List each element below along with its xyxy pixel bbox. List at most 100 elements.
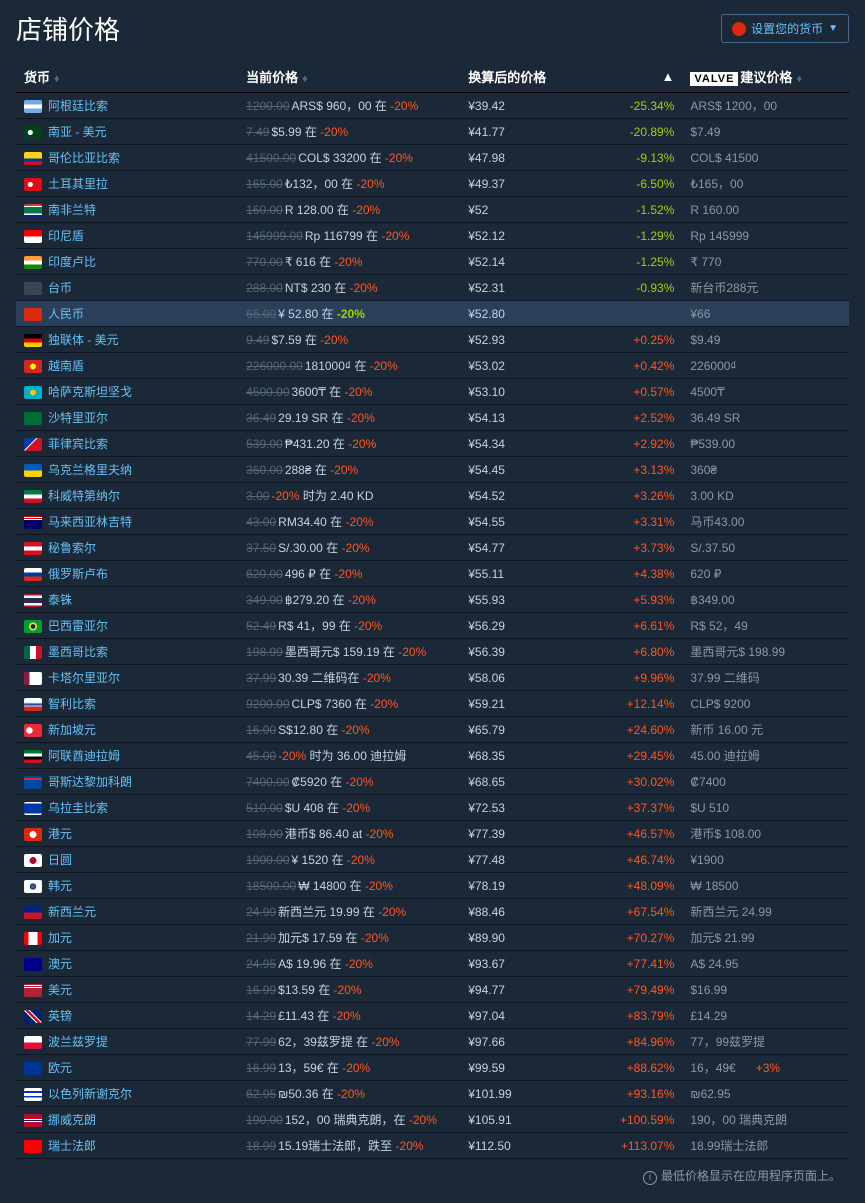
sort-asc-icon: ▲ [662,69,675,84]
flag-icon [24,776,42,789]
price-diff: +46.74% [582,847,682,873]
currency-name[interactable]: 澳元 [48,957,72,971]
current-price: 16.00S$12.80 在 -20% [238,717,460,743]
currency-name[interactable]: 加元 [48,931,72,945]
price-diff: +37.37% [582,795,682,821]
currency-name[interactable]: 俄罗斯卢布 [48,567,108,581]
suggested-price: Rp 145999 [682,223,849,249]
flag-icon [24,152,42,165]
price-diff: -20.89% [582,119,682,145]
price-diff: +88.62% [582,1055,682,1081]
currency-name[interactable]: 以色列新谢克尔 [48,1087,132,1101]
price-diff: +79.49% [582,977,682,1003]
suggested-price: 3.00 KD [682,483,849,509]
currency-name[interactable]: 韩元 [48,879,72,893]
currency-name[interactable]: 马来西亚林吉特 [48,515,132,529]
currency-name[interactable]: 南非兰特 [48,203,96,217]
converted-price: ¥105.91 [460,1107,582,1133]
currency-name[interactable]: 独联体 - 美元 [48,333,119,347]
currency-name[interactable]: 印尼盾 [48,229,84,243]
currency-name[interactable]: 台币 [48,281,72,295]
converted-price: ¥56.29 [460,613,582,639]
converted-price: ¥65.79 [460,717,582,743]
currency-name[interactable]: 欧元 [48,1061,72,1075]
col-converted[interactable]: 换算后的价格 [460,61,582,93]
col-suggested[interactable]: VALVE建议价格♦ [682,61,849,93]
table-row: 挪威克朗190.00152，00 瑞典克朗，在 -20%¥105.91+100.… [16,1107,849,1133]
flag-icon [24,126,42,139]
suggested-price: 226000₫ [682,353,849,379]
footer-note: i最低价格显示在应用程序页面上。 [16,1159,849,1193]
table-row: 秘鲁索尔37.50S/.30.00 在 -20%¥54.77+3.73%S/.3… [16,535,849,561]
currency-name[interactable]: 挪威克朗 [48,1113,96,1127]
currency-name[interactable]: 越南盾 [48,359,84,373]
set-currency-button[interactable]: 设置您的货币 ▼ [721,14,849,43]
current-price: 7.49$5.99 在 -20% [238,119,460,145]
currency-name[interactable]: 哈萨克斯坦坚戈 [48,385,132,399]
suggested-price: ฿349.00 [682,587,849,613]
suggested-price: S/.37.50 [682,535,849,561]
converted-price: ¥112.50 [460,1133,582,1159]
currency-name[interactable]: 港元 [48,827,72,841]
price-diff: +2.52% [582,405,682,431]
currency-name[interactable]: 哥伦比亚比索 [48,151,120,165]
converted-price: ¥58.06 [460,665,582,691]
table-row: 沙特里亚尔36.4929.19 SR 在 -20%¥54.13+2.52%36.… [16,405,849,431]
table-row: 哥伦比亚比索41500.00COL$ 33200 在 -20%¥47.98-9.… [16,145,849,171]
currency-name[interactable]: 新西兰元 [48,905,96,919]
flag-icon [24,646,42,659]
suggested-price: ₡7400 [682,769,849,795]
table-row: 南非兰特160.00R 128.00 在 -20%¥52-1.52%R 160.… [16,197,849,223]
table-row: 阿联酋迪拉姆45.00-20% 时为 36.00 迪拉姆¥68.35+29.45… [16,743,849,769]
currency-name[interactable]: 日圆 [48,853,72,867]
currency-name[interactable]: 科威特第纳尔 [48,489,120,503]
currency-name[interactable]: 阿根廷比索 [48,99,108,113]
converted-price: ¥56.39 [460,639,582,665]
currency-name[interactable]: 智利比索 [48,697,96,711]
currency-name[interactable]: 波兰兹罗提 [48,1035,108,1049]
currency-name[interactable]: 土耳其里拉 [48,177,108,191]
currency-name[interactable]: 新加坡元 [48,723,96,737]
current-price: 24.95A$ 19.96 在 -20% [238,951,460,977]
currency-name[interactable]: 阿联酋迪拉姆 [48,749,120,763]
converted-price: ¥72.53 [460,795,582,821]
currency-name[interactable]: 印度卢比 [48,255,96,269]
table-row: 马来西亚林吉特43.00RM34.40 在 -20%¥54.55+3.31%马币… [16,509,849,535]
sort-icon: ♦ [302,73,308,85]
suggested-price: ₪62.95 [682,1081,849,1107]
currency-name[interactable]: 沙特里亚尔 [48,411,108,425]
converted-price: ¥52.80 [460,301,582,327]
flag-icon [24,1010,42,1023]
price-diff: +6.80% [582,639,682,665]
col-currency[interactable]: 货币♦ [16,61,238,93]
price-diff: +12.14% [582,691,682,717]
valve-logo: VALVE [690,72,738,86]
currency-name[interactable]: 泰铢 [48,593,72,607]
currency-name[interactable]: 乌拉圭比索 [48,801,108,815]
table-row: 港元108.00港币$ 86.40 at -20%¥77.39+46.57%港币… [16,821,849,847]
currency-name[interactable]: 人民币 [48,307,84,321]
suggested-price: 港币$ 108.00 [682,821,849,847]
suggested-price: $9.49 [682,327,849,353]
currency-name[interactable]: 英镑 [48,1009,72,1023]
currency-name[interactable]: 巴西雷亚尔 [48,619,108,633]
currency-name[interactable]: 秘鲁索尔 [48,541,96,555]
current-price: 14.29£11.43 在 -20% [238,1003,460,1029]
price-diff: +0.25% [582,327,682,353]
price-diff: +3.26% [582,483,682,509]
suggested-price: 45.00 迪拉姆 [682,743,849,769]
flag-icon [24,906,42,919]
currency-name[interactable]: 菲律宾比索 [48,437,108,451]
currency-name[interactable]: 卡塔尔里亚尔 [48,671,120,685]
info-icon: i [643,1171,657,1185]
currency-name[interactable]: 美元 [48,983,72,997]
currency-name[interactable]: 南亚 - 美元 [48,125,107,139]
currency-name[interactable]: 瑞士法郎 [48,1139,96,1153]
table-row: 阿根廷比索1200.00ARS$ 960，00 在 -20%¥39.42-25.… [16,93,849,119]
converted-price: ¥41.77 [460,119,582,145]
col-diff-sorted[interactable]: ▲ [582,61,682,93]
currency-name[interactable]: 墨西哥比索 [48,645,108,659]
currency-name[interactable]: 哥斯达黎加科朗 [48,775,132,789]
col-current-price[interactable]: 当前价格♦ [238,61,460,93]
currency-name[interactable]: 乌克兰格里夫纳 [48,463,132,477]
